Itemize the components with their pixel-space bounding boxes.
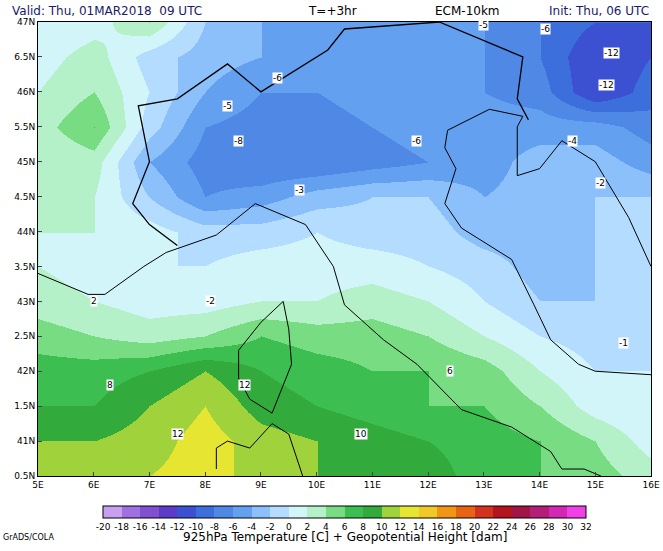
svg-text:26: 26 bbox=[525, 522, 537, 532]
svg-text:-5: -5 bbox=[479, 20, 488, 30]
svg-text:-6: -6 bbox=[273, 73, 282, 83]
svg-text:-6: -6 bbox=[412, 136, 421, 146]
svg-text:2.5N: 2.5N bbox=[14, 331, 35, 341]
svg-text:14E: 14E bbox=[531, 480, 548, 490]
svg-text:-2: -2 bbox=[266, 522, 275, 532]
svg-text:4.5N: 4.5N bbox=[14, 192, 35, 202]
svg-text:16: 16 bbox=[432, 522, 444, 532]
svg-text:-14: -14 bbox=[151, 522, 166, 532]
svg-text:3.5N: 3.5N bbox=[14, 262, 35, 272]
svg-text:-18: -18 bbox=[114, 522, 129, 532]
svg-text:12: 12 bbox=[395, 522, 406, 532]
svg-text:46N: 46N bbox=[17, 87, 35, 97]
svg-text:ECM-10km: ECM-10km bbox=[435, 4, 500, 18]
svg-text:Init: Thu, 06 UTC: Init: Thu, 06 UTC bbox=[549, 4, 649, 18]
svg-text:47N: 47N bbox=[17, 17, 35, 27]
svg-text:6: 6 bbox=[447, 366, 453, 376]
svg-text:44N: 44N bbox=[17, 227, 35, 237]
svg-text:-3: -3 bbox=[295, 185, 304, 195]
svg-text:8: 8 bbox=[360, 522, 366, 532]
svg-text:2: 2 bbox=[304, 522, 310, 532]
svg-text:30: 30 bbox=[562, 522, 574, 532]
svg-text:2: 2 bbox=[91, 296, 97, 306]
svg-text:6: 6 bbox=[342, 522, 348, 532]
svg-text:5.5N: 5.5N bbox=[14, 122, 35, 132]
svg-text:-12: -12 bbox=[599, 80, 614, 90]
svg-text:16E: 16E bbox=[642, 480, 659, 490]
svg-text:0.5N: 0.5N bbox=[14, 471, 35, 481]
svg-text:-4: -4 bbox=[568, 136, 577, 146]
svg-text:43N: 43N bbox=[17, 297, 35, 307]
svg-text:4: 4 bbox=[323, 522, 329, 532]
svg-text:-16: -16 bbox=[133, 522, 148, 532]
svg-text:0: 0 bbox=[286, 522, 292, 532]
svg-text:15E: 15E bbox=[587, 480, 604, 490]
svg-text:11E: 11E bbox=[364, 480, 381, 490]
svg-text:8: 8 bbox=[107, 380, 113, 390]
svg-text:-12: -12 bbox=[170, 522, 185, 532]
svg-text:10: 10 bbox=[355, 429, 367, 439]
svg-text:-20: -20 bbox=[96, 522, 111, 532]
svg-text:10E: 10E bbox=[308, 480, 325, 490]
svg-text:9E: 9E bbox=[255, 480, 267, 490]
svg-text:-1: -1 bbox=[619, 338, 628, 348]
svg-text:18: 18 bbox=[450, 522, 462, 532]
svg-text:-5: -5 bbox=[223, 101, 232, 111]
svg-text:GrADS/COLA: GrADS/COLA bbox=[3, 533, 54, 542]
svg-text:T=+3hr: T=+3hr bbox=[308, 4, 357, 18]
svg-text:32: 32 bbox=[580, 522, 591, 532]
svg-text:12: 12 bbox=[172, 429, 183, 439]
svg-text:24: 24 bbox=[506, 522, 518, 532]
svg-text:-2: -2 bbox=[206, 296, 215, 306]
svg-text:41N: 41N bbox=[17, 436, 35, 446]
svg-text:-8: -8 bbox=[234, 136, 243, 146]
svg-text:45N: 45N bbox=[17, 157, 35, 167]
svg-text:22: 22 bbox=[487, 522, 498, 532]
svg-text:925hPa Temperature [C] + Geopo: 925hPa Temperature [C] + Geopotential He… bbox=[183, 530, 507, 544]
svg-text:20: 20 bbox=[469, 522, 481, 532]
svg-text:-6: -6 bbox=[541, 24, 550, 34]
svg-text:5E: 5E bbox=[32, 480, 44, 490]
svg-text:12: 12 bbox=[239, 380, 250, 390]
svg-text:6E: 6E bbox=[88, 480, 100, 490]
svg-text:-10: -10 bbox=[189, 522, 204, 532]
svg-text:Valid: Thu, 01MAR2018 09 UTC: Valid: Thu, 01MAR2018 09 UTC bbox=[12, 4, 202, 18]
svg-text:7E: 7E bbox=[144, 480, 156, 490]
svg-text:-6: -6 bbox=[229, 522, 238, 532]
svg-text:10: 10 bbox=[376, 522, 388, 532]
svg-text:8E: 8E bbox=[199, 480, 211, 490]
svg-text:-2: -2 bbox=[596, 178, 605, 188]
svg-text:12E: 12E bbox=[420, 480, 437, 490]
svg-text:-8: -8 bbox=[210, 522, 219, 532]
svg-text:13E: 13E bbox=[475, 480, 492, 490]
svg-text:-4: -4 bbox=[247, 522, 256, 532]
svg-text:28: 28 bbox=[543, 522, 555, 532]
svg-text:6.5N: 6.5N bbox=[14, 52, 35, 62]
svg-text:1.5N: 1.5N bbox=[14, 401, 35, 411]
svg-text:-12: -12 bbox=[604, 48, 619, 58]
svg-text:14: 14 bbox=[413, 522, 425, 532]
svg-text:42N: 42N bbox=[17, 366, 35, 376]
